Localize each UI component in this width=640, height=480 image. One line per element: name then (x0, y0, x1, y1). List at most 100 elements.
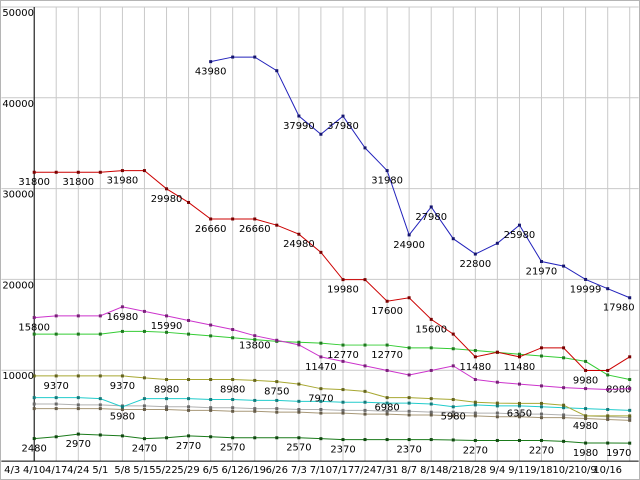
data-point (517, 352, 521, 356)
data-point (562, 439, 566, 443)
data-point (187, 318, 191, 322)
data-label: 31800 (18, 177, 50, 188)
series-dark-green-line: 2480 2970 2470 2770 2570 2570 2370 2370 2270 2270… (22, 432, 631, 459)
data-point (429, 413, 433, 417)
y-tick-label: 50000 (2, 8, 34, 19)
data-point (628, 418, 632, 422)
data-point (495, 415, 499, 419)
x-tick-label: 6/19 (244, 465, 266, 476)
data-label: 19980 (327, 285, 359, 296)
data-point (98, 314, 102, 318)
data-point (628, 387, 632, 391)
data-point (628, 416, 632, 420)
data-point (275, 338, 279, 342)
data-point (231, 217, 235, 221)
data-point (363, 412, 367, 416)
data-point (120, 329, 124, 333)
data-point (495, 241, 499, 245)
x-tick-label: 9/18 (530, 465, 552, 476)
data-label: 8750 (264, 387, 289, 398)
data-point (32, 332, 36, 336)
data-point (319, 399, 323, 403)
data-point (253, 378, 257, 382)
data-point (98, 403, 102, 407)
data-point (209, 408, 213, 412)
data-point (473, 378, 477, 382)
x-tick-label: 5/8 (114, 465, 130, 476)
data-label: 2570 (220, 443, 245, 454)
data-point (562, 403, 566, 407)
data-point (429, 410, 433, 414)
data-point (98, 332, 102, 336)
y-tick-label: 20000 (2, 280, 34, 291)
axis-labels: 10000 20000 30000 40000 50000 4/3 4/10 4/17 4/24… (2, 8, 622, 476)
data-label: 11470 (305, 362, 337, 373)
data-point (606, 417, 610, 421)
data-point (341, 411, 345, 415)
data-label: 26660 (195, 224, 227, 235)
data-point (385, 438, 389, 442)
data-point (584, 407, 588, 411)
data-point (341, 278, 345, 282)
x-tick-label: 5/22 (155, 465, 177, 476)
data-point (407, 401, 411, 405)
data-point (142, 169, 146, 173)
data-point (165, 405, 169, 409)
data-point (451, 410, 455, 414)
data-point (539, 354, 543, 358)
data-point (275, 69, 279, 73)
x-tick-label: 5/29 (177, 465, 199, 476)
data-point (319, 407, 323, 411)
data-point (473, 252, 477, 256)
data-point (429, 317, 433, 321)
data-point (54, 170, 58, 174)
data-point (628, 296, 632, 300)
data-point (231, 409, 235, 413)
data-point (473, 400, 477, 404)
data-point (517, 404, 521, 408)
x-tick-label: 4/10 (23, 465, 45, 476)
data-point (451, 398, 455, 402)
data-label: 29980 (151, 194, 183, 205)
data-point (165, 397, 169, 401)
data-point (54, 396, 58, 400)
data-point (606, 407, 610, 411)
data-point (341, 114, 345, 118)
x-tick-label: 4/3 (4, 465, 20, 476)
data-point (297, 410, 301, 414)
data-point (165, 378, 169, 382)
data-point (297, 436, 301, 440)
data-point (628, 414, 632, 418)
data-point (451, 332, 455, 336)
data-point (165, 407, 169, 411)
x-tick-label: 6/12 (222, 465, 244, 476)
data-point (539, 412, 543, 416)
data-point (385, 396, 389, 400)
data-label: 2770 (176, 441, 201, 452)
data-label: 8980 (154, 384, 179, 395)
data-point (98, 407, 102, 411)
data-point (142, 407, 146, 411)
data-point (539, 416, 543, 420)
data-label: 6980 (374, 403, 399, 414)
data-point (495, 411, 499, 415)
data-point (253, 334, 257, 338)
data-point (517, 415, 521, 419)
data-point (407, 346, 411, 350)
data-point (429, 346, 433, 350)
data-point (165, 436, 169, 440)
data-point (32, 170, 36, 174)
data-point (562, 346, 566, 350)
data-point (187, 408, 191, 412)
data-point (165, 187, 169, 191)
data-point (385, 169, 389, 173)
data-label: 25980 (504, 230, 536, 241)
data-label: 15600 (415, 324, 447, 335)
data-point (187, 378, 191, 382)
data-point (495, 380, 499, 384)
data-label: 2570 (286, 443, 311, 454)
data-label: 31980 (371, 176, 403, 187)
data-label: 11480 (460, 362, 492, 373)
data-label: 17600 (371, 306, 403, 317)
data-point (584, 277, 588, 281)
